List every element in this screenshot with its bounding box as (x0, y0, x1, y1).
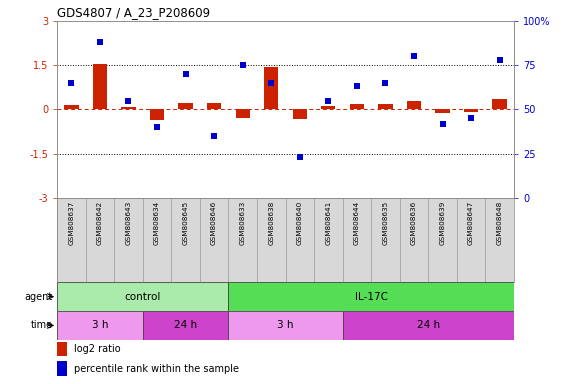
Text: GSM808640: GSM808640 (297, 200, 303, 245)
Text: GSM808641: GSM808641 (325, 200, 331, 245)
Text: control: control (124, 291, 161, 302)
Text: 24 h: 24 h (417, 320, 440, 331)
Point (181, 71, 190, 77)
Point (495, 57, 504, 63)
Point (210, 133, 219, 139)
Text: 3 h: 3 h (278, 320, 293, 331)
Text: 3 h: 3 h (92, 320, 108, 331)
Bar (349, 104, 364, 109)
Point (324, 98, 333, 104)
Text: GSM808643: GSM808643 (126, 200, 131, 245)
Text: GSM808642: GSM808642 (97, 200, 103, 245)
Point (409, 53, 419, 60)
Point (295, 154, 304, 160)
Bar (121, 108, 135, 109)
Text: GSM808647: GSM808647 (468, 200, 474, 245)
Bar (178, 103, 193, 109)
Bar (207, 103, 221, 109)
Point (67, 80, 76, 86)
Point (95, 39, 104, 45)
Bar (64, 105, 78, 109)
Bar (343, 311, 514, 340)
Text: GSM808636: GSM808636 (411, 200, 417, 245)
Point (352, 83, 361, 89)
Point (381, 80, 390, 86)
Text: GSM808645: GSM808645 (183, 200, 188, 245)
Text: GDS4807 / A_23_P208609: GDS4807 / A_23_P208609 (57, 5, 210, 18)
Text: 24 h: 24 h (174, 320, 197, 331)
Point (124, 98, 133, 104)
Text: GSM808644: GSM808644 (354, 200, 360, 245)
Text: GSM808648: GSM808648 (497, 200, 502, 245)
Point (438, 121, 447, 127)
Bar (435, 109, 450, 113)
Bar (378, 104, 392, 109)
Bar (464, 109, 478, 112)
Bar (228, 282, 514, 311)
Bar (321, 106, 335, 109)
Text: GSM808635: GSM808635 (383, 200, 388, 245)
Point (238, 62, 247, 68)
Text: GSM808637: GSM808637 (69, 200, 74, 245)
Bar (57, 361, 67, 376)
Text: percentile rank within the sample: percentile rank within the sample (74, 364, 239, 374)
Text: GSM808639: GSM808639 (440, 200, 445, 245)
Text: GSM808646: GSM808646 (211, 200, 217, 245)
Bar (292, 109, 307, 119)
Point (152, 124, 162, 130)
Bar (150, 109, 164, 120)
Point (267, 80, 276, 86)
Text: GSM808634: GSM808634 (154, 200, 160, 245)
Bar (57, 282, 228, 311)
Bar (57, 311, 143, 340)
Text: GSM808638: GSM808638 (268, 200, 274, 245)
Point (467, 115, 476, 121)
Bar (93, 64, 107, 109)
Bar (143, 311, 228, 340)
Text: GSM808633: GSM808633 (240, 200, 246, 245)
Bar (235, 109, 250, 118)
Bar (407, 101, 421, 109)
Bar (57, 341, 67, 356)
Text: log2 ratio: log2 ratio (74, 344, 121, 354)
Bar (264, 67, 278, 109)
Bar (228, 311, 343, 340)
Text: IL-17C: IL-17C (355, 291, 388, 302)
Bar (492, 99, 506, 109)
Text: agent: agent (25, 291, 53, 302)
Text: time: time (30, 320, 53, 331)
